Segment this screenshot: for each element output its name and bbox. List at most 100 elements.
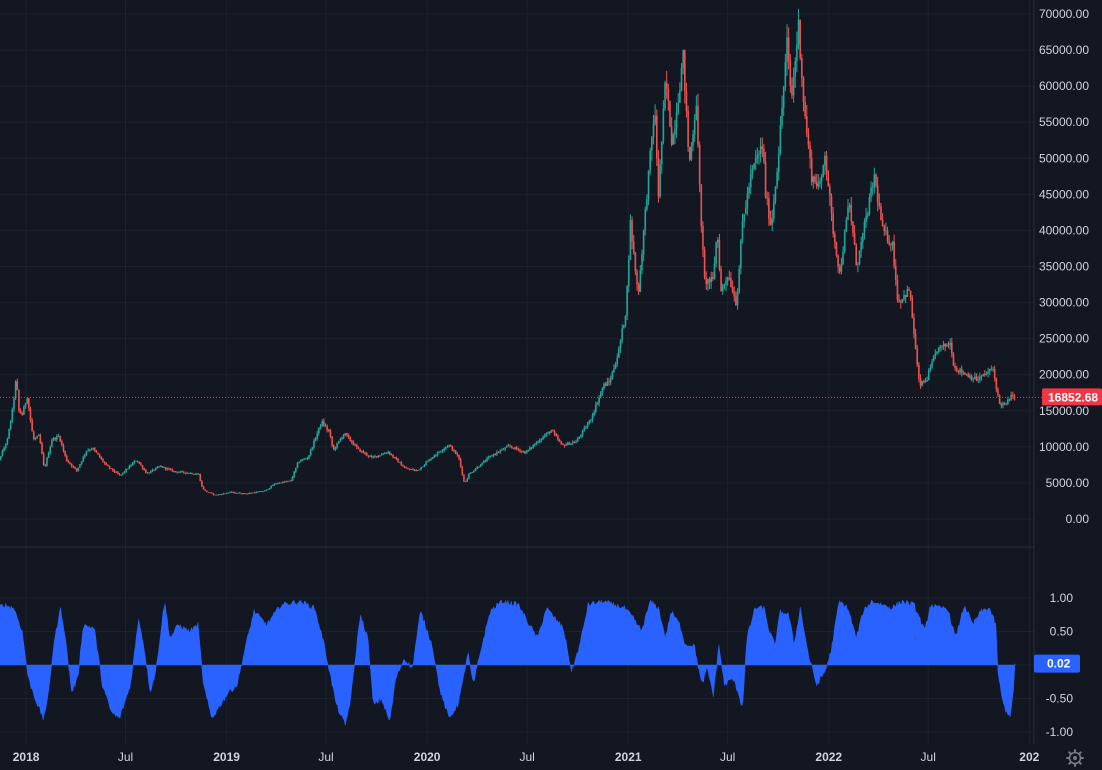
candle-body: [473, 470, 475, 473]
candle-body: [395, 457, 398, 460]
candle-body: [557, 436, 559, 440]
candle-body: [482, 461, 485, 463]
time-tick-label: Jul: [519, 750, 534, 764]
candle-body: [148, 472, 150, 474]
candle-body: [708, 279, 711, 282]
candle-body: [174, 471, 177, 472]
price-pane[interactable]: [0, 9, 1042, 496]
candle-body: [932, 356, 935, 362]
candle-body: [888, 241, 890, 245]
candle-body: [209, 492, 211, 494]
candle-body: [397, 459, 399, 463]
candle-body: [599, 392, 602, 398]
price-axis[interactable]: 70000.00 65000.00 60000.00 55000.00 50000.00…: [1039, 7, 1089, 526]
candle-body: [985, 373, 988, 375]
candle-body: [388, 451, 391, 455]
candle-body: [995, 378, 998, 390]
candle-body: [975, 376, 978, 381]
candle-body: [573, 442, 576, 444]
candle-body: [598, 397, 600, 404]
candle-body: [18, 389, 20, 411]
candle-body: [8, 429, 10, 439]
candle-body: [641, 254, 643, 271]
oscillator-pane[interactable]: [0, 599, 1016, 726]
time-axis[interactable]: 2018 Jul 2019 Jul 2020 Jul 2021 Jul 2022 Jul 202: [13, 750, 1040, 764]
candle-body: [290, 480, 292, 482]
candle-body: [417, 470, 419, 471]
candle-body: [87, 450, 89, 452]
candle-body: [189, 472, 192, 474]
candle-body: [855, 244, 858, 265]
candle-body: [13, 398, 15, 409]
candle-body: [298, 461, 300, 464]
candle-body: [334, 447, 337, 450]
candle-body: [39, 435, 42, 444]
candle-body: [171, 469, 174, 472]
candle-body: [74, 466, 76, 469]
candle-body: [342, 434, 345, 438]
candle-body: [370, 456, 373, 458]
candle-body: [258, 491, 261, 493]
candle-body: [703, 249, 706, 279]
candle-body: [735, 296, 737, 306]
candle-body: [365, 453, 368, 456]
candle-body: [372, 456, 375, 458]
candle-body: [151, 469, 154, 471]
candle-body: [614, 364, 617, 369]
candle-body: [380, 454, 383, 456]
candle-body: [580, 435, 582, 437]
candle-body: [232, 492, 235, 494]
candle-body: [660, 141, 663, 165]
candle-body: [578, 436, 581, 439]
candle-body: [595, 404, 597, 412]
candle-body: [713, 263, 716, 279]
candle-body: [479, 465, 482, 467]
candle-body: [529, 447, 531, 450]
candle-body: [603, 383, 605, 389]
candle-body: [161, 466, 164, 468]
candle-body: [974, 376, 976, 379]
candle-body: [744, 207, 747, 215]
candle-body: [117, 472, 119, 474]
candle-body: [684, 50, 686, 92]
candle-body: [212, 493, 215, 495]
candle-body: [454, 450, 457, 454]
candle-body: [430, 459, 432, 460]
candle-body: [674, 128, 676, 135]
candle-body: [367, 455, 370, 457]
candle-body: [817, 183, 820, 187]
candle-body: [904, 294, 907, 298]
candle-body: [639, 270, 642, 292]
candle-body: [339, 438, 342, 442]
candle-body: [776, 172, 778, 187]
candle-body: [829, 186, 831, 197]
candle-body: [899, 301, 902, 303]
candle-body: [662, 108, 665, 142]
candle-body: [477, 466, 480, 468]
candle-body: [891, 241, 894, 245]
gear-icon[interactable]: [1066, 749, 1084, 767]
price-tick-label: 0.00: [1066, 512, 1090, 526]
candle-body: [413, 470, 416, 471]
candle-body: [929, 367, 932, 371]
candle-body: [743, 214, 745, 222]
candle-body: [210, 492, 213, 494]
candle-body: [858, 250, 861, 265]
candle-body: [182, 471, 185, 473]
candle-body: [387, 451, 389, 454]
candle-body: [440, 451, 442, 453]
candle-body: [313, 440, 315, 448]
candle-body: [357, 447, 360, 449]
candle-body: [26, 398, 28, 404]
candle-body: [304, 458, 307, 460]
candle-body: [682, 50, 684, 68]
candle-body: [359, 448, 361, 452]
candle-body: [118, 473, 121, 475]
candle-body: [445, 447, 447, 449]
candle-body: [98, 454, 101, 458]
candle-body: [133, 461, 136, 464]
candle-body: [273, 483, 276, 486]
candle-body: [510, 446, 513, 448]
candle-body: [827, 171, 830, 187]
